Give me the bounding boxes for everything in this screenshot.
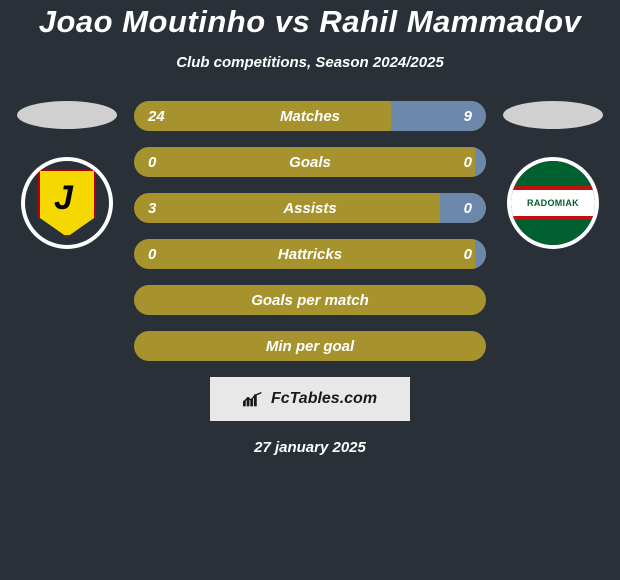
stat-label: Hattricks <box>134 246 486 263</box>
right-ellipse-placeholder <box>503 101 603 129</box>
stat-right-value: 9 <box>442 108 472 125</box>
stats-column: 24 Matches 9 0 Goals 0 3 Assists 0 0 Hat… <box>134 101 486 361</box>
badge-letter: J <box>54 179 73 218</box>
jagiellonia-shield: J <box>38 169 96 237</box>
stat-bar-hattricks: 0 Hattricks 0 <box>134 239 486 269</box>
stat-right-value: 0 <box>442 154 472 171</box>
badge-text: RADOMIAK <box>511 190 595 216</box>
stat-right-value: 0 <box>442 200 472 217</box>
fctables-logo: FcTables.com <box>243 390 377 408</box>
sparkline-icon <box>243 391 265 407</box>
main-row: J 24 Matches 9 0 Goals 0 3 Assists <box>0 101 620 361</box>
stat-bar-matches: 24 Matches 9 <box>134 101 486 131</box>
stat-label: Goals <box>134 154 486 171</box>
stat-label: Matches <box>134 108 486 125</box>
stat-bar-goals-per-match: Goals per match <box>134 285 486 315</box>
stat-right-value: 0 <box>442 246 472 263</box>
radomiak-roundel: RADOMIAK <box>511 158 595 248</box>
fctables-label: FcTables.com <box>271 390 377 408</box>
date-label: 27 january 2025 <box>0 439 620 456</box>
stat-label: Assists <box>134 200 486 217</box>
right-player-col: RADOMIAK <box>498 101 608 249</box>
page-title: Joao Moutinho vs Rahil Mammadov <box>0 4 620 40</box>
stat-bar-assists: 3 Assists 0 <box>134 193 486 223</box>
right-club-badge: RADOMIAK <box>507 157 599 249</box>
stat-bar-goals: 0 Goals 0 <box>134 147 486 177</box>
stat-bar-min-per-goal: Min per goal <box>134 331 486 361</box>
comparison-widget: Joao Moutinho vs Rahil Mammadov Club com… <box>0 0 620 456</box>
fctables-banner[interactable]: FcTables.com <box>210 377 410 421</box>
stat-label: Min per goal <box>266 338 354 355</box>
left-ellipse-placeholder <box>17 101 117 129</box>
subtitle: Club competitions, Season 2024/2025 <box>0 54 620 71</box>
left-club-badge: J <box>21 157 113 249</box>
stat-label: Goals per match <box>251 292 369 309</box>
left-player-col: J <box>12 101 122 249</box>
